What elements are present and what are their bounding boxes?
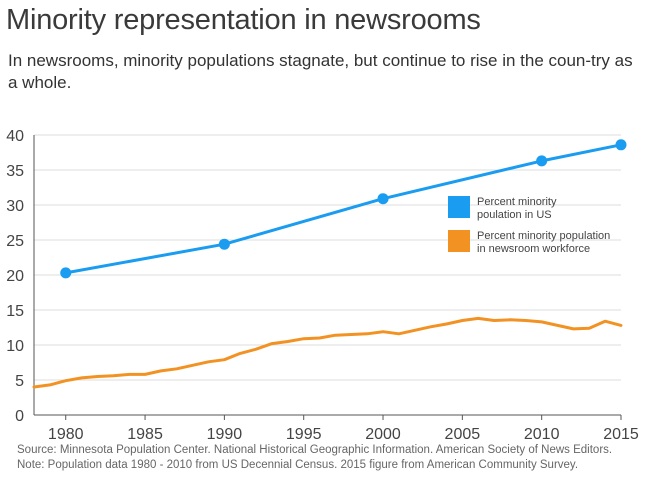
- x-tick-label: 2015: [603, 426, 639, 440]
- y-tick-label: 40: [6, 128, 24, 145]
- grid-lines: [34, 134, 621, 381]
- y-tick-label: 20: [6, 268, 24, 285]
- data-point-0: [377, 193, 389, 205]
- chart-subtitle: In newsrooms, minority populations stagn…: [8, 51, 633, 92]
- y-tick-label: 35: [6, 163, 24, 180]
- x-tick-label: 2010: [524, 426, 560, 440]
- legend-label-1: in newsroom workforce: [477, 243, 590, 255]
- line-chart: 0 5 10 15 20 25 30 35 40 1980 1985 1990 1995 2000 2005…: [6, 128, 639, 440]
- x-tick-label: 1995: [286, 426, 322, 440]
- legend-label-0: poulation in US: [477, 209, 552, 221]
- y-tick-label: 10: [6, 338, 24, 355]
- x-tick-label: 1990: [207, 426, 243, 440]
- legend-label-0: Percent minority: [477, 196, 557, 208]
- y-tick-label: 0: [15, 408, 24, 425]
- footer-notes: Source: Minnesota Population Center. Nat…: [17, 443, 647, 473]
- y-tick-label: 25: [6, 233, 24, 250]
- legend-swatch-0: [448, 196, 470, 218]
- x-tick-label: 2005: [445, 426, 481, 440]
- data-point-0: [218, 238, 230, 250]
- x-tick-label: 2000: [365, 426, 401, 440]
- data-point-0: [60, 267, 72, 279]
- x-tick-label: 1980: [48, 426, 84, 440]
- tick-labels: 0 5 10 15 20 25 30 35 40 1980 1985 1990 1995 2000 2005…: [6, 128, 639, 440]
- axes: [33, 135, 622, 420]
- series-line-1: [32, 316, 623, 389]
- source-note: Source: Minnesota Population Center. Nat…: [17, 444, 613, 456]
- data-point-0: [615, 139, 627, 151]
- x-tick-label: 1985: [127, 426, 163, 440]
- legend-label-1: Percent minority population: [477, 230, 610, 242]
- chart-title: Minority representation in newsrooms: [6, 4, 481, 36]
- data-point-0: [536, 155, 548, 167]
- series: [32, 139, 627, 389]
- legend-swatch-1: [448, 230, 470, 252]
- data-note: Note: Population data 1980 - 2010 from U…: [17, 459, 579, 471]
- y-tick-label: 30: [6, 198, 24, 215]
- y-tick-label: 15: [6, 303, 24, 320]
- y-tick-label: 5: [15, 373, 24, 390]
